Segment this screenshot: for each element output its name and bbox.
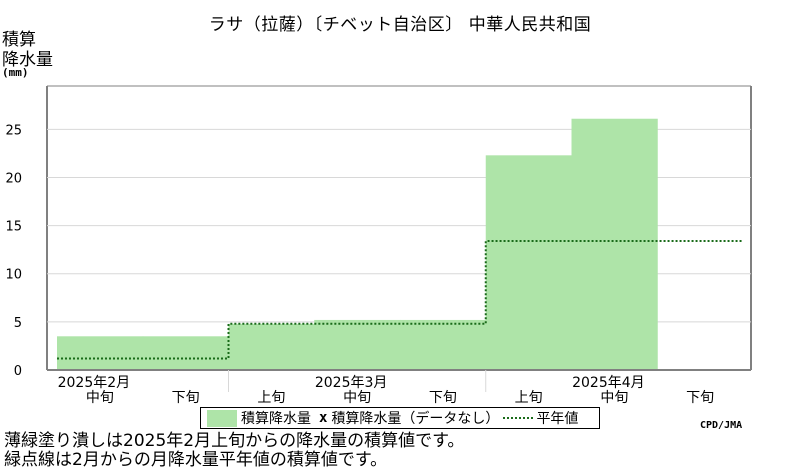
- x-period-label-4: 下旬: [429, 390, 457, 405]
- x-month-label-1: 2025年3月: [315, 375, 388, 391]
- bar-3: [314, 319, 401, 370]
- note-line-2: 緑点線は2月からの月降水量平年値の積算値です。: [4, 450, 388, 470]
- bar-5: [485, 155, 572, 370]
- y-tick-label-10: 10: [5, 268, 22, 283]
- bar-1: [142, 336, 229, 370]
- legend-normal-line: [503, 417, 534, 419]
- x-period-label-5: 上旬: [515, 390, 543, 405]
- legend-normal-label: 平年値: [536, 411, 579, 427]
- credit-text: CPD/JMA: [700, 420, 743, 431]
- normal-step-line: [57, 239, 743, 360]
- bar-4: [400, 319, 487, 370]
- x-period-label-3: 中旬: [343, 390, 371, 405]
- bar-6: [571, 118, 658, 370]
- y-tick-label-20: 20: [5, 171, 22, 186]
- x-period-label-1: 下旬: [172, 390, 200, 405]
- precipitation-chart: 0 5 10 15 20 25 中旬 下旬 上旬 中旬 下旬 上旬 中旬 下旬 2025年2月 2025年3月…: [5, 85, 753, 405]
- note-line-1: 薄緑塗り潰しは2025年2月上旬からの降水量の積算値です。: [4, 431, 465, 451]
- bar-0: [57, 336, 144, 370]
- x-period-label-7: 下旬: [686, 390, 714, 405]
- x-period-label-0: 中旬: [86, 390, 114, 405]
- legend: 積算降水量 x 積算降水量（データなし） 平年値: [200, 407, 600, 429]
- y-tick-label-5: 5: [14, 316, 22, 331]
- y-tick-label-0: 0: [14, 364, 22, 379]
- x-period-label-6: 中旬: [600, 390, 628, 405]
- x-month-label-0: 2025年2月: [58, 375, 131, 391]
- legend-missing-mark: x: [319, 410, 328, 426]
- x-month-label-2: 2025年4月: [572, 375, 645, 391]
- y-tick-label-15: 15: [5, 220, 22, 235]
- y-axis-label-line1: 積算: [2, 30, 36, 50]
- chart-title: ラサ（拉薩）〔チベット自治区〕 中華人民共和国: [208, 15, 592, 35]
- legend-missing-label: 積算降水量（データなし）: [331, 411, 500, 427]
- x-period-label-2: 上旬: [257, 390, 285, 405]
- legend-bar-label: 積算降水量: [241, 411, 311, 427]
- bar-2: [228, 323, 315, 370]
- y-axis-label-line2: 降水量: [2, 50, 53, 70]
- y-axis-unit: (mm): [2, 66, 29, 79]
- y-tick-label-25: 25: [5, 123, 22, 138]
- legend-bar-swatch: [207, 409, 237, 427]
